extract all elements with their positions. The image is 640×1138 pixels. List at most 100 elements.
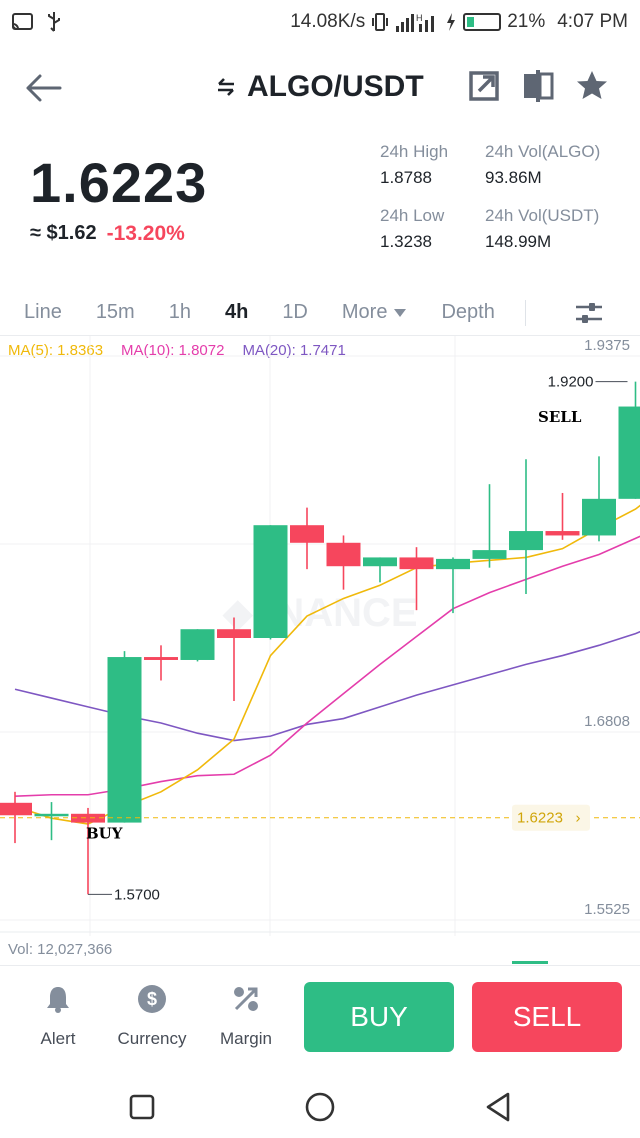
tab-1d[interactable]: 1D [282,301,308,323]
candle-body [71,813,105,823]
tab-line[interactable]: Line [24,301,62,323]
signal-icon: H [396,13,435,32]
min-price-label: 1.5700 [114,886,160,903]
candle-body [509,531,543,551]
tab-depth[interactable]: Depth [441,301,495,323]
stat-24h-vol-usdt: 24h Vol(USDT) 148.99M [485,206,599,252]
home-icon[interactable] [302,1089,338,1125]
margin-action[interactable]: Margin [206,984,286,1049]
candle-body [582,498,616,536]
candle-body [399,557,434,570]
stat-value: 1.8788 [380,168,432,187]
back-arrow-icon[interactable] [18,66,68,110]
recent-apps-icon[interactable] [124,1089,160,1125]
candle [326,535,361,590]
charging-icon [447,13,456,31]
stat-value: 148.99M [485,232,552,251]
margin-label: Margin [220,1029,272,1048]
stat-label: 24h Vol(USDT) [485,206,600,225]
stat-label: 24h Vol(ALGO) [485,142,601,161]
status-right: 14.08K/s H 21% 4:07 PM [290,11,628,33]
status-left-icons [12,11,62,33]
share-icon[interactable] [466,68,502,104]
candle [436,557,470,614]
volume-label: Vol: 12,027,366 [8,941,113,958]
bell-icon [47,987,69,1013]
tab-15m[interactable]: 15m [95,301,135,323]
volume-bar [512,961,548,964]
candle [34,802,69,841]
candle [290,507,324,570]
candle-body [0,802,32,816]
currency-label: Currency [117,1029,187,1048]
alert-action[interactable]: Alert [18,984,98,1049]
buy-button[interactable]: BUY [304,982,454,1052]
stat-24h-vol-algo: 24h Vol(ALGO) 93.86M [485,142,600,188]
candle [180,629,215,662]
tab-divider [524,299,526,326]
tab-more[interactable]: More [342,301,408,324]
currency-action[interactable]: $ Currency [112,984,192,1049]
price-subline: ≈ $1.62 -13.20% [30,222,185,246]
percent-icon [234,987,258,1011]
current-price-tag [512,804,590,831]
vibrate-icon [372,13,389,31]
pair-selector[interactable]: ALGO/USDT [215,70,424,104]
y-tick-label: 1.5525 [584,901,630,918]
dollar-coin-icon: $ [138,985,166,1013]
y-tick-label: 1.9375 [584,337,630,354]
y-tick-label: 1.6808 [584,713,630,730]
candle [107,651,142,823]
stat-value: 93.86M [485,168,542,187]
back-nav-icon[interactable] [480,1089,516,1125]
usd-value: ≈ $1.62 [30,222,97,244]
ma-legend: MA(5): 1.8363 MA(10): 1.8072 MA(20): 1.7… [8,342,346,359]
compare-icon[interactable] [520,68,556,104]
candle-body [107,657,142,823]
network-speed: 14.08K/s [290,11,366,32]
candle [582,456,616,542]
favorite-star-icon[interactable] [574,68,610,104]
ma20-label: MA(20): 1.7471 [242,342,346,359]
candle-body [290,525,324,543]
ma10-label: MA(10): 1.8072 [121,342,225,359]
sell-button[interactable]: SELL [472,982,622,1052]
status-bar: 14.08K/s H 21% 4:07 PM [0,0,640,44]
cast-icon [12,13,33,30]
candle-body [326,542,361,567]
candle [618,381,640,499]
battery-percent: 21% [507,11,546,32]
candle [253,525,288,640]
header: ALGO/USDT [0,50,640,126]
candle-body [618,406,640,499]
candle [399,547,434,611]
last-price: 1.6223 [30,151,208,214]
chart-settings-icon[interactable] [574,298,604,328]
buy-annotation: BUY [86,825,123,843]
candle [472,484,507,568]
clock: 4:07 PM [557,11,628,32]
candle [71,807,105,895]
action-bar: Alert $ Currency Margin BUY SELL [0,965,640,1075]
candle [545,492,580,540]
candle-body [472,550,507,559]
svg-text:$: $ [147,989,157,1009]
stat-label: 24h Low [380,206,445,225]
candlestick-chart[interactable]: ◆ INANCE 1.9375 1.6808 1.5525 1.6223 › 1.9200… [0,336,640,966]
stat-24h-high: 24h High 1.8788 [380,142,448,188]
watermark: ◆ INANCE [222,591,417,635]
chevron-right-icon: › [576,810,581,827]
battery-icon [463,13,502,31]
stat-value: 1.3238 [380,232,432,251]
candle-body [363,557,397,567]
system-nav-bar [0,1075,640,1138]
ma5-label: MA(5): 1.8363 [8,342,104,359]
max-price-label: 1.9200 [548,374,594,391]
tab-4h[interactable]: 4h [224,301,249,323]
usb-icon [48,12,60,32]
interval-tabs: Line 15m 1h 4h 1D More Depth [0,290,640,336]
tab-1h[interactable]: 1h [168,301,191,323]
candle-body [217,629,251,638]
candle-body [545,531,580,536]
candle-body [34,813,69,817]
